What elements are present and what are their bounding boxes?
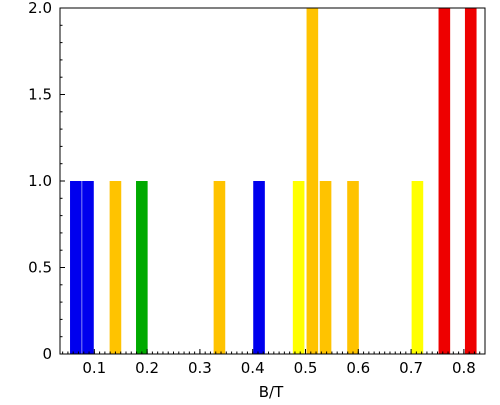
x-tick-label: 0.8 <box>452 359 476 377</box>
y-tick-label: 0 <box>42 345 52 363</box>
bar-6 <box>292 181 305 354</box>
bar-4 <box>213 181 226 354</box>
labels-layer: 0 0.5 1.0 1.5 2.0 0.1 0.2 0.3 0.4 0.5 0.6 0.7 0.8 <box>28 0 476 377</box>
x-tick-label: 0.5 <box>294 359 318 377</box>
bar-3 <box>136 181 148 354</box>
bar-11 <box>438 8 451 354</box>
y-tick-label: 0.5 <box>28 259 52 277</box>
bar-12 <box>464 8 477 354</box>
x-tick-label: 0.7 <box>399 359 423 377</box>
x-tick-label: 0.4 <box>241 359 265 377</box>
y-tick-label: 1.5 <box>28 86 52 104</box>
bar-5 <box>253 181 265 354</box>
axes-layer <box>59 7 486 355</box>
bar-7 <box>306 8 319 354</box>
bar-0 <box>70 181 82 354</box>
x-tick-label: 0.6 <box>346 359 370 377</box>
bar-1 <box>82 181 94 354</box>
x-tick-label: 0.1 <box>82 359 106 377</box>
x-axis-title: B/T <box>259 383 284 400</box>
bar-9 <box>347 181 359 354</box>
x-tick-label: 0.3 <box>188 359 212 377</box>
bar-8 <box>319 181 332 354</box>
bar-10 <box>411 181 424 354</box>
x-tick-label: 0.2 <box>135 359 159 377</box>
bars-layer <box>70 8 477 354</box>
y-tick-label: 1.0 <box>28 172 52 190</box>
bar-2 <box>109 181 122 354</box>
y-tick-label: 2.0 <box>28 0 52 17</box>
